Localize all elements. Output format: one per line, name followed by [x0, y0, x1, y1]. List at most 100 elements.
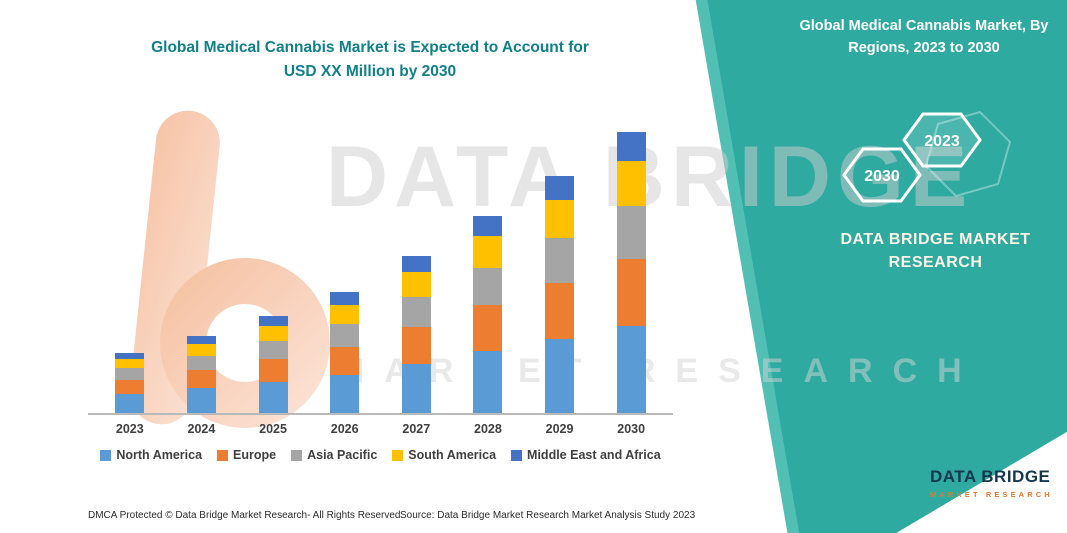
bar-column-2028 — [452, 216, 524, 413]
bar-segment-2030-europe — [616, 259, 646, 326]
bar-column-2026 — [309, 292, 381, 413]
bar-stack-2025 — [258, 316, 288, 413]
x-axis-labels: 2023 2024 2025 2026 2027 2028 2029 2030 — [88, 422, 673, 436]
bar-segment-2023-europe — [115, 379, 145, 394]
x-axis-label-2025: 2025 — [259, 422, 287, 436]
year-badge-hexagons: 2030 2023 — [842, 110, 1012, 203]
legend-item-south-america: South America — [392, 448, 496, 462]
legend-item-north-america: North America — [100, 448, 202, 462]
bar-segment-2028-north-america — [473, 351, 503, 413]
bar-segment-2027-europe — [401, 326, 431, 364]
bar-segment-2023-south-america — [115, 358, 145, 369]
bar-column-2024 — [166, 336, 238, 413]
databridge-logo: DATA BRIDGE MARKET RESEARCH — [878, 456, 1053, 510]
bar-segment-2026-south-america — [330, 304, 360, 324]
chart-legend: North America Europe Asia Pacific South Ame… — [88, 448, 673, 462]
bar-column-2030 — [595, 131, 667, 413]
legend-item-asia-pacific: Asia Pacific — [291, 448, 377, 462]
bar-column-2027 — [381, 256, 453, 413]
bar-segment-2028-south-america — [473, 236, 503, 268]
bar-segment-2026-europe — [330, 346, 360, 375]
bar-column-2025 — [237, 316, 309, 413]
legend-label-europe: Europe — [233, 448, 277, 462]
watermark-text-secondary: MARKET RESEARCH — [336, 352, 982, 390]
databridge-logo-name: DATA BRIDGE — [930, 467, 1051, 486]
legend-label-north-america: North America — [116, 448, 203, 462]
source-note: Source: Data Bridge Market Research Mark… — [400, 510, 696, 521]
databridge-logo-icon — [883, 458, 919, 508]
databridge-logo-tagline: MARKET RESEARCH — [930, 490, 1053, 499]
bar-stack-2026 — [330, 292, 360, 413]
bar-segment-2028-middle-east-and-africa — [473, 216, 503, 237]
bar-segment-2025-asia-pacific — [258, 340, 288, 359]
side-panel-brand-line1: DATA BRIDGE MARKET — [840, 231, 1031, 248]
bar-segment-2024-north-america — [186, 388, 216, 413]
bar-segment-2029-asia-pacific — [545, 238, 575, 283]
bar-segment-2030-north-america — [616, 325, 646, 413]
legend-swatch-south-america — [392, 449, 404, 461]
bar-segment-2025-south-america — [258, 325, 288, 341]
chart-title: Global Medical Cannabis Market is Expect… — [105, 36, 635, 84]
side-panel-brand-line2: RESEARCH — [888, 254, 983, 272]
x-axis-label-2027: 2027 — [402, 422, 431, 436]
x-axis-label-2026: 2026 — [330, 422, 359, 436]
legend-label-middle-east-and-africa: Middle East and Africa — [527, 448, 661, 462]
x-axis-label-2028: 2028 — [474, 422, 502, 436]
watermark-text-primary: DATA BRIDGE — [326, 129, 974, 225]
bar-segment-2029-north-america — [545, 338, 575, 413]
legend-label-south-america: South America — [408, 448, 497, 462]
bar-segment-2029-middle-east-and-africa — [545, 175, 575, 201]
bar-segment-2024-europe — [186, 370, 216, 389]
bar-segment-2025-middle-east-and-africa — [258, 316, 288, 326]
bar-segment-2026-middle-east-and-africa — [330, 292, 360, 305]
bar-stack-2030 — [616, 131, 646, 413]
x-axis-label-2023: 2023 — [115, 422, 144, 436]
bar-segment-2025-north-america — [258, 381, 288, 413]
bar-segment-2027-middle-east-and-africa — [401, 256, 431, 273]
legend-swatch-europe — [217, 449, 229, 461]
bar-segment-2023-north-america — [115, 394, 145, 413]
bar-segment-2030-middle-east-and-africa — [616, 131, 646, 162]
bar-segment-2027-asia-pacific — [401, 297, 431, 327]
bar-stack-2024 — [186, 336, 216, 413]
x-axis-label-2030: 2030 — [617, 422, 646, 436]
bar-stack-2027 — [401, 256, 431, 413]
bar-segment-2023-middle-east-and-africa — [115, 353, 145, 359]
bar-segment-2024-south-america — [186, 343, 216, 357]
bar-segment-2026-north-america — [330, 375, 360, 413]
x-axis-label-2024: 2024 — [187, 422, 216, 436]
bar-stack-2023 — [115, 353, 145, 413]
bar-segment-2030-asia-pacific — [616, 205, 646, 260]
bar-segment-2024-middle-east-and-africa — [186, 336, 216, 344]
side-panel-brand: DATA BRIDGE MARKET RESEARCH — [828, 228, 1043, 274]
bar-segment-2023-asia-pacific — [115, 368, 145, 380]
legend-swatch-asia-pacific — [291, 449, 303, 461]
legend-item-middle-east-and-africa: Middle East and Africa — [511, 448, 661, 462]
bar-stack-2029 — [545, 175, 575, 413]
bar-column-2029 — [524, 175, 596, 413]
bar-segment-2026-asia-pacific — [330, 323, 360, 347]
legend-swatch-north-america — [100, 449, 112, 461]
bar-column-2023 — [94, 353, 166, 413]
side-panel-heading: Global Medical Cannabis Market, By Regio… — [799, 18, 1049, 56]
bar-stack-2028 — [473, 216, 503, 413]
bar-segment-2028-asia-pacific — [473, 267, 503, 305]
bar-segment-2029-europe — [545, 282, 575, 339]
legend-item-europe: Europe — [217, 448, 276, 462]
bar-segment-2027-south-america — [401, 272, 431, 298]
dmca-notice: DMCA Protected © Data Bridge Market Rese… — [88, 510, 404, 521]
stacked-bar-chart: 2023 2024 2025 2026 2027 2028 2029 2030 North A… — [88, 98, 673, 462]
chart-title-line1: Global Medical Cannabis Market is Expect… — [151, 39, 589, 56]
bar-segment-2027-north-america — [401, 363, 431, 413]
legend-swatch-middle-east-and-africa — [511, 449, 523, 461]
bar-plot-area — [88, 98, 673, 415]
legend-label-asia-pacific: Asia Pacific — [307, 448, 378, 462]
bar-segment-2028-europe — [473, 304, 503, 352]
x-axis-label-2029: 2029 — [545, 422, 574, 436]
badge-2023-label: 2023 — [924, 133, 960, 150]
badge-2030-label: 2030 — [864, 168, 900, 185]
bar-segment-2024-asia-pacific — [186, 356, 216, 371]
bar-segment-2025-europe — [258, 358, 288, 382]
bar-segment-2030-south-america — [616, 161, 646, 206]
